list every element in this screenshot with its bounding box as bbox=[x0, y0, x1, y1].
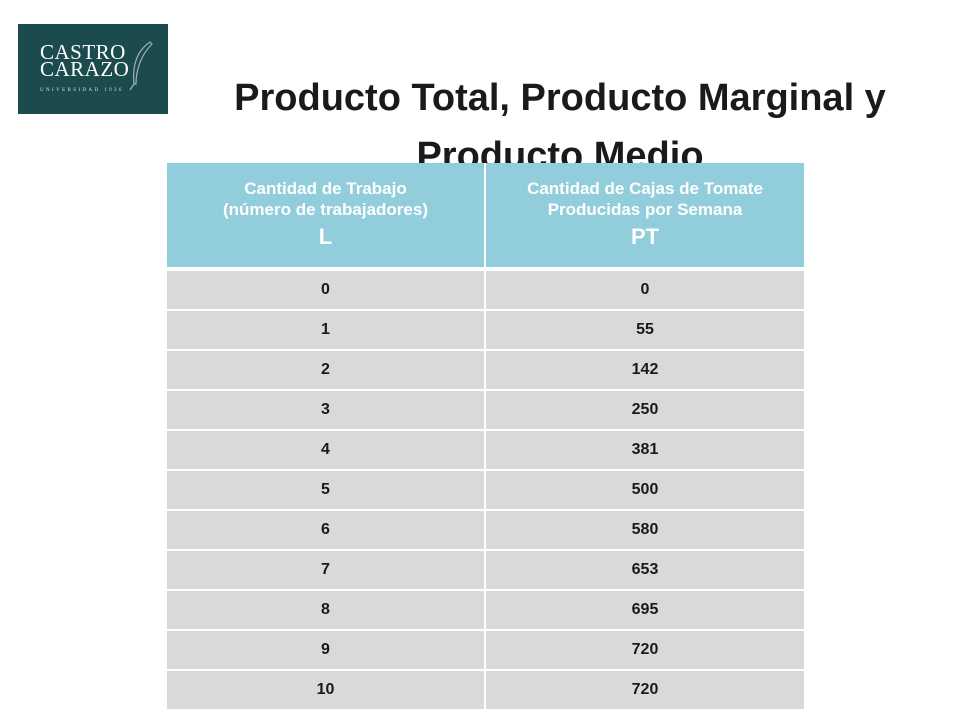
header-labor-symbol: L bbox=[318, 224, 333, 249]
table-header-row: Cantidad de Trabajo (número de trabajado… bbox=[167, 163, 804, 271]
cell-labor: 8 bbox=[167, 590, 486, 631]
cell-total-product: 653 bbox=[485, 550, 804, 591]
cell-total-product: 580 bbox=[485, 510, 804, 551]
table-row: 7 653 bbox=[167, 550, 804, 591]
cell-labor: 6 bbox=[167, 510, 486, 551]
header-pt-line1: Cantidad de Cajas de Tomate bbox=[527, 179, 763, 198]
table-row: 5 500 bbox=[167, 470, 804, 511]
table-row: 2 142 bbox=[167, 350, 804, 391]
feather-icon bbox=[129, 41, 153, 91]
table-body: 0 0 1 55 2 142 3 250 4 381 5 500 6 580 7 653 8 695 9 720 10 7… bbox=[167, 269, 804, 711]
cell-labor: 0 bbox=[167, 269, 486, 311]
cell-labor: 3 bbox=[167, 390, 486, 431]
cell-labor: 1 bbox=[167, 310, 486, 351]
header-labor-line2: (número de trabajadores) bbox=[223, 200, 428, 219]
header-pt-symbol: PT bbox=[630, 224, 660, 249]
page-title: Producto Total, Producto Marginal y Prod… bbox=[234, 77, 886, 178]
cell-labor: 4 bbox=[167, 430, 486, 471]
cell-total-product: 250 bbox=[485, 390, 804, 431]
table-row: 1 55 bbox=[167, 310, 804, 351]
cell-total-product: 0 bbox=[485, 269, 804, 311]
cell-total-product: 720 bbox=[485, 630, 804, 671]
table-row: 4 381 bbox=[167, 430, 804, 471]
logo-subtitle: UNIVERSIDAD 1936 bbox=[40, 88, 124, 93]
cell-total-product: 142 bbox=[485, 350, 804, 391]
cell-labor: 10 bbox=[167, 670, 486, 711]
cell-labor: 5 bbox=[167, 470, 486, 511]
header-labor-line1: Cantidad de Trabajo bbox=[244, 179, 407, 198]
cell-labor: 9 bbox=[167, 630, 486, 671]
table-row: 9 720 bbox=[167, 630, 804, 671]
cell-total-product: 695 bbox=[485, 590, 804, 631]
table-row: 3 250 bbox=[167, 390, 804, 431]
header-labor: Cantidad de Trabajo (número de trabajado… bbox=[167, 163, 486, 271]
cell-total-product: 381 bbox=[485, 430, 804, 471]
cell-total-product: 55 bbox=[485, 310, 804, 351]
production-table: Cantidad de Trabajo (número de trabajado… bbox=[167, 163, 804, 711]
cell-labor: 7 bbox=[167, 550, 486, 591]
cell-total-product: 500 bbox=[485, 470, 804, 511]
header-total-product: Cantidad de Cajas de Tomate Producidas p… bbox=[485, 163, 804, 271]
cell-labor: 2 bbox=[167, 350, 486, 391]
table-row: 6 580 bbox=[167, 510, 804, 551]
university-logo: CASTRO CARAZO UNIVERSIDAD 1936 bbox=[18, 24, 168, 114]
logo-name: CASTRO CARAZO bbox=[40, 40, 130, 81]
table-row: 8 695 bbox=[167, 590, 804, 631]
header-pt-line2: Producidas por Semana bbox=[547, 200, 743, 219]
cell-total-product: 720 bbox=[485, 670, 804, 711]
table-row: 10 720 bbox=[167, 670, 804, 711]
